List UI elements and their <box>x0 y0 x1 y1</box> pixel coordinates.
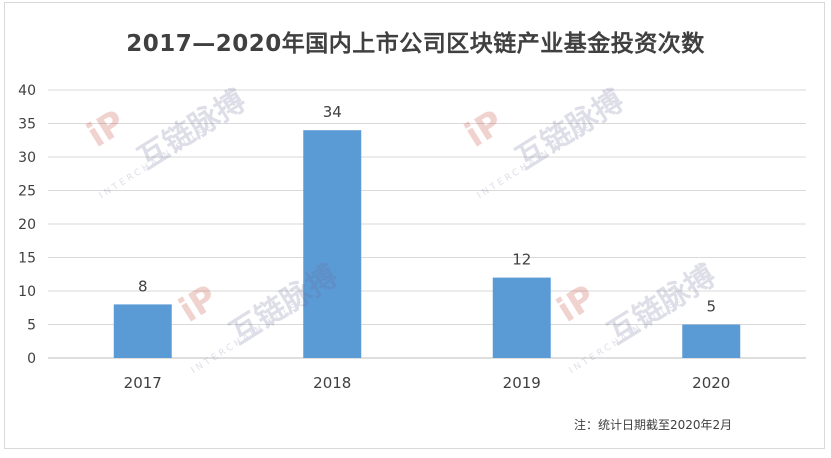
data-label: 12 <box>512 251 531 269</box>
y-tick-label: 35 <box>18 117 36 133</box>
data-label: 5 <box>706 298 716 316</box>
bar <box>682 324 741 358</box>
data-label: 34 <box>323 103 342 121</box>
footnote: 注：统计日期截至2020年2月 <box>574 418 733 432</box>
y-tick-label: 15 <box>18 251 36 267</box>
y-tick-label: 30 <box>18 150 36 166</box>
chart-title: 2017—2020年国内上市公司区块链产业基金投资次数 <box>126 31 705 57</box>
y-tick-label: 5 <box>27 318 36 334</box>
bar <box>492 277 551 358</box>
data-label: 8 <box>138 277 148 295</box>
chart-frame <box>4 2 825 449</box>
y-tick-label: 20 <box>18 217 36 233</box>
x-tick-label: 2020 <box>692 374 730 392</box>
x-tick-label: 2018 <box>313 374 351 392</box>
y-tick-label: 10 <box>18 284 36 300</box>
y-tick-label: 25 <box>18 184 36 200</box>
x-tick-label: 2019 <box>503 374 541 392</box>
y-tick-label: 40 <box>18 83 36 99</box>
y-tick-label: 0 <box>27 351 36 367</box>
bar <box>303 130 362 358</box>
x-tick-label: 2017 <box>124 374 162 392</box>
bar <box>113 304 172 358</box>
